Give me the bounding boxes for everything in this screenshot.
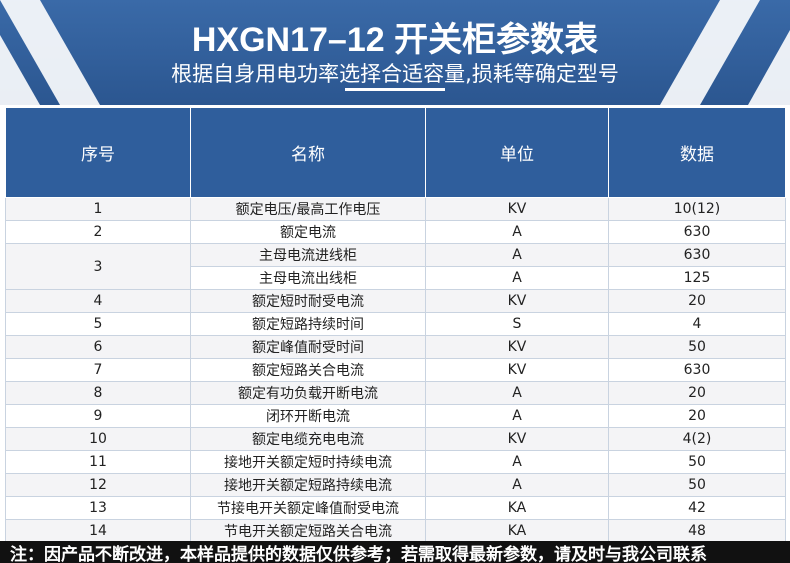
table-row: 13 节接电开关额定峰值耐受电流 KA 42	[5, 496, 786, 520]
cell-name: 接地开关额定短路持续电流	[190, 473, 426, 497]
cell-name: 闭环开断电流	[190, 404, 426, 428]
cell-name: 节接电开关额定峰值耐受电流	[190, 496, 426, 520]
table-row: 14 节电开关额定短路关合电流 KA 48	[5, 519, 786, 543]
cell-no: 4	[5, 289, 191, 313]
cell-value: 50	[608, 335, 786, 359]
table-row: 5 额定短路持续时间 S 4	[5, 312, 786, 336]
cell-value: 20	[608, 404, 786, 428]
cell-value: 4(2)	[608, 427, 786, 451]
cell-value: 20	[608, 381, 786, 405]
cell-name: 额定短路关合电流	[190, 358, 426, 382]
cell-value: 630	[608, 243, 786, 267]
column-header: 名称	[190, 107, 426, 198]
table-row: 3 主母电流进线柜 A 630	[5, 243, 786, 290]
cell-unit: KV	[425, 289, 609, 313]
cell-unit: A	[425, 381, 609, 405]
cell-value: 20	[608, 289, 786, 313]
cell-value: 48	[608, 519, 786, 543]
param-table: 序号 名称 单位 数据 1 额定电压/最高工作电压 KV 10(12) 2 额定电流 A 630 3 主…	[5, 107, 786, 543]
header-bg	[0, 0, 790, 105]
cell-no: 9	[5, 404, 191, 428]
cell-value: 630	[608, 358, 786, 382]
cell-unit: KA	[425, 496, 609, 520]
cell-no: 2	[5, 220, 191, 244]
cell-unit: KV	[425, 358, 609, 382]
cell-unit: S	[425, 312, 609, 336]
cell-value: 50	[608, 450, 786, 474]
cell-no: 14	[5, 519, 191, 543]
cell-no: 13	[5, 496, 191, 520]
title: HXGN17–12 开关柜参数表	[191, 21, 599, 59]
cell-value: 10(12)	[608, 197, 786, 221]
table-row: 4 额定短时耐受电流 KV 20	[5, 289, 786, 313]
cell-name: 额定有功负载开断电流	[190, 381, 426, 405]
cell-unit: A	[425, 450, 609, 474]
cell-name: 节电开关额定短路关合电流	[190, 519, 426, 543]
table-row: 8 额定有功负载开断电流 A 20	[5, 381, 786, 405]
cell-unit: A	[425, 473, 609, 497]
cell-value: 125	[608, 266, 786, 290]
cell-name: 额定峰值耐受时间	[190, 335, 426, 359]
table-row: 9 闭环开断电流 A 20	[5, 404, 786, 428]
cell-name: 主母电流进线柜	[190, 243, 426, 267]
cell-name: 额定电流	[190, 220, 426, 244]
cell-no: 10	[5, 427, 191, 451]
cell-no: 8	[5, 381, 191, 405]
cell-value: 4	[608, 312, 786, 336]
cell-no: 12	[5, 473, 191, 497]
cell-no: 6	[5, 335, 191, 359]
cell-name: 额定短时耐受电流	[190, 289, 426, 313]
cell-value: 50	[608, 473, 786, 497]
cell-unit: KA	[425, 519, 609, 543]
column-header: 单位	[425, 107, 609, 198]
column-header: 序号	[5, 107, 191, 198]
cell-name: 接地开关额定短时持续电流	[190, 450, 426, 474]
header-row: 序号 名称 单位 数据	[5, 107, 786, 198]
cell-no: 1	[5, 197, 191, 221]
cell-unit: KV	[425, 427, 609, 451]
table-row: 12 接地开关额定短路持续电流 A 50	[5, 473, 786, 497]
cell-value: 630	[608, 220, 786, 244]
cell-name: 额定电缆充电电流	[190, 427, 426, 451]
cell-unit: A	[425, 404, 609, 428]
footer-note: 注：因产品不断改进，本样品提供的数据仅供参考；若需取得最新参数，请及时与我公司联…	[0, 541, 790, 563]
table-row: 1 额定电压/最高工作电压 KV 10(12)	[5, 197, 786, 221]
cell-no: 5	[5, 312, 191, 336]
cell-name: 额定短路持续时间	[190, 312, 426, 336]
table-row: 7 额定短路关合电流 KV 630	[5, 358, 786, 382]
cell-no: 7	[5, 358, 191, 382]
subtitle: 根据自身用电功率选择合适容量,损耗等确定型号	[171, 62, 619, 86]
cell-no: 3	[5, 243, 191, 290]
table-row: 11 接地开关额定短时持续电流 A 50	[5, 450, 786, 474]
table-row: 2 额定电流 A 630	[5, 220, 786, 244]
cell-unit: KV	[425, 197, 609, 221]
cell-value: 42	[608, 496, 786, 520]
cell-unit: A	[425, 266, 609, 290]
column-header: 数据	[608, 107, 786, 198]
table-row: 10 额定电缆充电电流 KV 4(2)	[5, 427, 786, 451]
cell-unit: A	[425, 220, 609, 244]
cell-no: 11	[5, 450, 191, 474]
cell-name: 额定电压/最高工作电压	[190, 197, 426, 221]
cell-name: 主母电流出线柜	[190, 266, 426, 290]
cell-unit: KV	[425, 335, 609, 359]
cell-unit: A	[425, 243, 609, 267]
table-row: 6 额定峰值耐受时间 KV 50	[5, 335, 786, 359]
